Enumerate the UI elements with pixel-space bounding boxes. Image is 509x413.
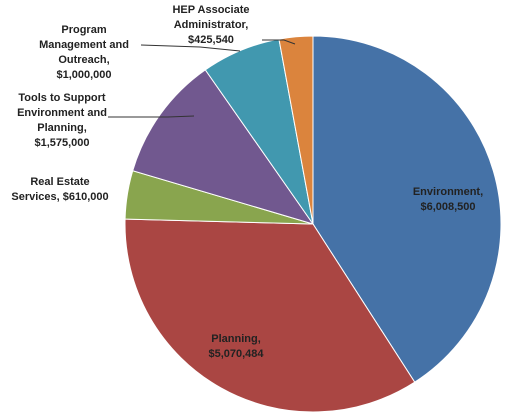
- leader-line-program-management-and-outreach: [140, 44, 241, 52]
- data-label-line: Administrator,: [174, 19, 249, 31]
- data-label-line: Planning,: [37, 122, 87, 134]
- leader-line-hep-associate-administrator: [262, 39, 296, 45]
- data-label-real-estate-services: Real Estate Services, $610,000: [11, 176, 108, 203]
- data-label-environment: Environment, $6,008,500: [413, 186, 483, 213]
- pie-slice-hep-associate-administrator: [278, 35, 314, 225]
- data-label-program-management-and-outreach: Program Management and Outreach, $1,000,000: [39, 24, 129, 81]
- data-label-line: Program: [61, 24, 106, 36]
- leader-lines: [108, 39, 296, 118]
- pie-slice-environment: [312, 35, 502, 383]
- pie-slices: [124, 35, 502, 413]
- data-label-line: Environment and: [17, 107, 107, 119]
- pie-slice-tools-to-support-environment-and-planning: [132, 69, 315, 225]
- data-label-line: $1,575,000: [34, 137, 89, 149]
- data-label-line: HEP Associate: [172, 4, 249, 16]
- data-label-line: Management and: [39, 39, 129, 51]
- data-label-hep-associate-administrator: HEP Associate Administrator, $425,540: [172, 4, 249, 46]
- data-label-planning: Planning, $5,070,484: [208, 333, 264, 360]
- data-label-line: Services, $610,000: [11, 191, 108, 203]
- data-label-line: Environment,: [413, 186, 483, 198]
- data-label-line: $5,070,484: [208, 348, 264, 360]
- data-label-line: Outreach,: [58, 54, 109, 66]
- data-label-line: $6,008,500: [420, 201, 475, 213]
- data-label-line: Real Estate: [30, 176, 89, 188]
- pie-slice-planning: [124, 218, 416, 413]
- data-label-line: Planning,: [211, 333, 261, 345]
- data-label-line: Tools to Support: [18, 92, 106, 104]
- data-label-line: $425,540: [188, 34, 234, 46]
- leader-line-tools-to-support-environment-and-planning: [108, 115, 195, 118]
- data-label-tools-to-support-environment-and-planning: Tools to Support Environment and Planning,…: [17, 92, 107, 149]
- data-labels: Environment, $6,008,500 Planning, $5,070,48…: [11, 4, 483, 360]
- data-label-line: $1,000,000: [56, 69, 111, 81]
